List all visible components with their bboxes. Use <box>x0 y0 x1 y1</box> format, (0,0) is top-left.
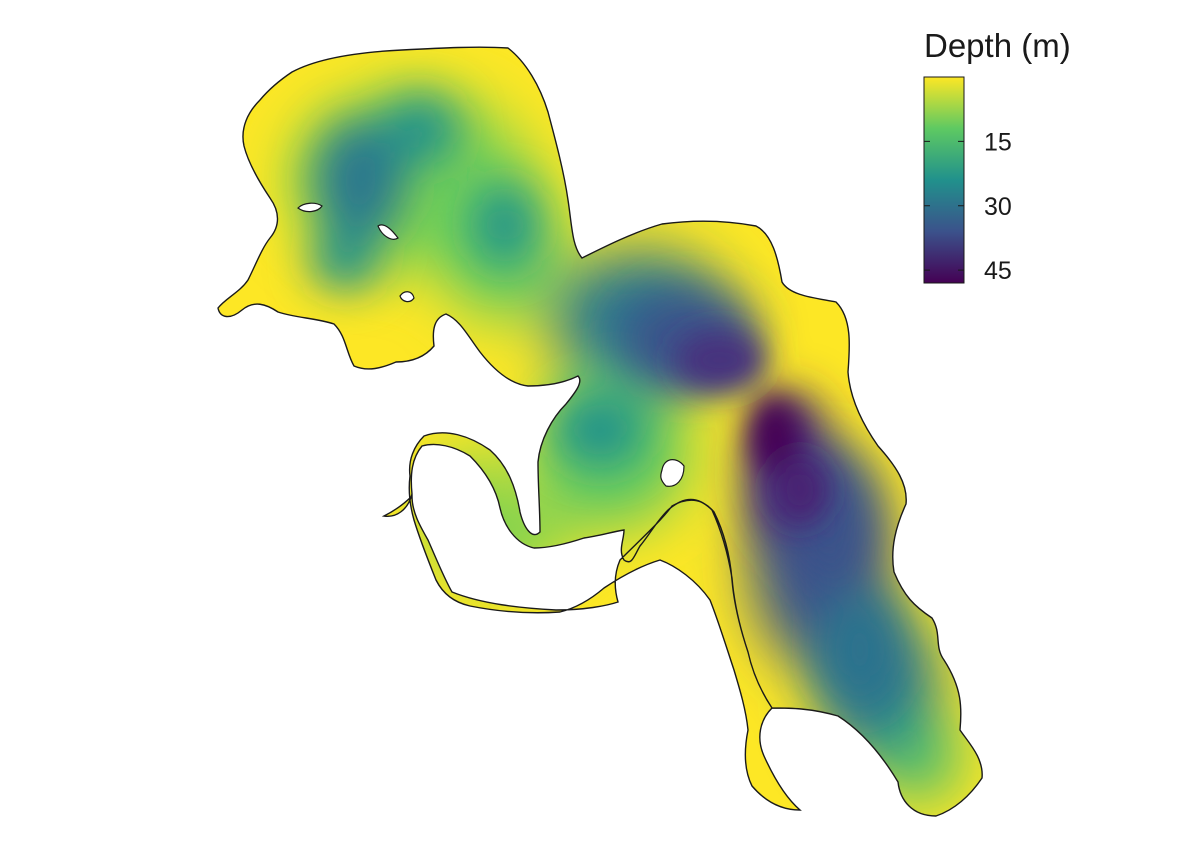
island <box>660 459 685 487</box>
islands <box>297 202 685 487</box>
legend-ticks: 15 30 45 <box>924 128 1012 285</box>
island <box>399 291 415 303</box>
legend-colorbar <box>923 76 965 284</box>
lake-shoreline <box>217 46 983 817</box>
legend-tick-label: 15 <box>984 128 1012 156</box>
legend-tick-label: 30 <box>984 193 1012 221</box>
legend-title: Depth (m) <box>924 27 1071 64</box>
legend: Depth (m) 15 30 45 <box>923 27 1071 285</box>
island <box>297 202 323 213</box>
legend-tick-label: 45 <box>984 257 1012 285</box>
island <box>377 224 399 240</box>
